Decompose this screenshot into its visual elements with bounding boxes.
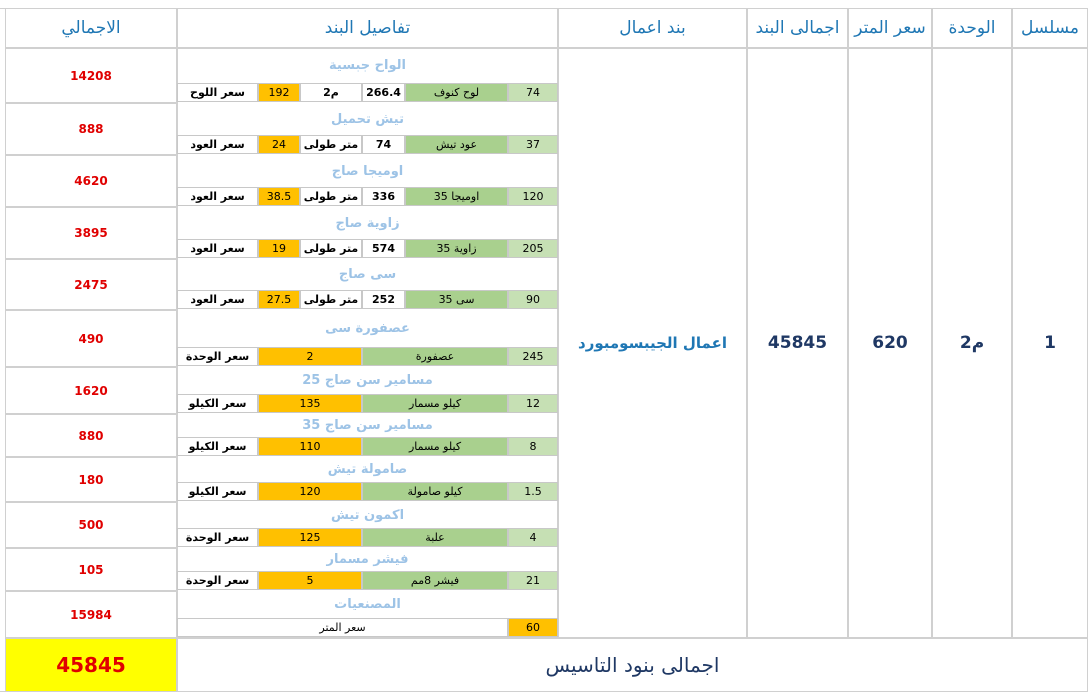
item-cell: 27.5 [258,290,300,309]
item-title: فيشر مسمار [326,552,409,567]
item-total: 888 [5,103,177,155]
item-total: 1620 [5,367,177,414]
item-cell: 8 [508,437,558,456]
item-total: 15984 [5,591,177,638]
item-cell: 5 [258,571,362,590]
item-cell: 1.5 [508,482,558,501]
main-cell: 45845 [747,48,848,638]
item-cell: سعر الكيلو [177,437,258,456]
item-cell: 245 [508,347,558,366]
item-cell: 192 [258,83,300,102]
item-cell: متر طولى [300,187,362,206]
details-frame [177,48,558,638]
item-cell: كيلو صامولة [362,482,508,501]
column-header: الاجمالي [5,8,177,48]
item-cell: كيلو مسمار [362,394,508,413]
item-cell: لوح كنوف [405,83,508,102]
item-cell: كيلو مسمار [362,437,508,456]
item-cell: متر طولى [300,290,362,309]
item-cell: 266.4 [362,83,405,102]
item-total: 105 [5,548,177,591]
main-cell: 620 [848,48,932,638]
footer-total: 45845 [5,638,177,692]
main-cell: 1 [1012,48,1088,638]
item-cell: 120 [508,187,558,206]
item-title: تيش تحميل [331,111,404,127]
item-cell: سعر الكيلو [177,394,258,413]
item-cell: سعر العود [177,187,258,206]
item-cell: 37 [508,135,558,154]
item-cell: 38.5 [258,187,300,206]
item-cell: 2 [258,347,362,366]
item-cell: سعر العود [177,239,258,258]
item-cell: 135 [258,394,362,413]
item-cell: 90 [508,290,558,309]
item-total: 880 [5,414,177,457]
item-cell: 12 [508,394,558,413]
main-cell: اعمال الجيبسومبورد [558,48,747,638]
item-cell: م2 [300,83,362,102]
item-cell: سعر الوحدة [177,571,258,590]
item-cell: 120 [258,482,362,501]
item-cell: سعر العود [177,290,258,309]
column-header: الوحدة [932,8,1012,48]
item-cell: 4 [508,528,558,547]
item-title: سى صاج [338,267,397,282]
item-cell: سعر الوحدة [177,528,258,547]
item-cell: 125 [258,528,362,547]
item-cell: سعر الكيلو [177,482,258,501]
column-header: بند اعمال [558,8,747,48]
item-cell: اوميجا 35 [405,187,508,206]
item-cell: 24 [258,135,300,154]
column-header: اجمالى البند [747,8,848,48]
main-cell: م2 [932,48,1012,638]
item-total: 4620 [5,155,177,207]
item-title: مسامير سن صاج 35 [302,418,433,433]
column-header: مسلسل [1012,8,1088,48]
item-cell: سعر اللوح [177,83,258,102]
item-title: صامولة تيش [327,462,408,477]
item-title: عصفورة سى [325,321,410,336]
item-cell: فيشر 8مم [362,571,508,590]
item-total: 2475 [5,259,177,310]
item-cell: 574 [362,239,405,258]
item-total: 490 [5,310,177,367]
item-cell: متر طولى [300,239,362,258]
item-cell: 60 [508,618,558,637]
item-cell: سى 35 [405,290,508,309]
item-total: 3895 [5,207,177,259]
item-title: مسامير سن صاج 25 [302,373,433,388]
item-cell: 74 [362,135,405,154]
item-cell: 336 [362,187,405,206]
item-cell: 252 [362,290,405,309]
item-cell: 21 [508,571,558,590]
item-cell: علبة [362,528,508,547]
item-title: الواح جبسية [329,58,406,73]
column-header: تفاصيل البند [177,8,558,48]
item-title: اوميجا صاج [331,163,404,179]
item-cell: عود تيش [405,135,508,154]
item-cell: متر طولى [300,135,362,154]
item-title: اكمون تيش [330,507,405,523]
footer-label: اجمالى بنود التاسيس [177,638,1088,692]
item-cell: سعر العود [177,135,258,154]
item-cell: 74 [508,83,558,102]
item-cell: زاوية 35 [405,239,508,258]
item-total: 14208 [5,48,177,103]
item-title: المصنعيات [334,597,401,612]
item-cell: 205 [508,239,558,258]
item-cell: 19 [258,239,300,258]
item-title: زاوية صاج [335,215,400,231]
item-total: 180 [5,457,177,502]
item-cell: سعر المتر [177,618,508,637]
item-cell: 110 [258,437,362,456]
item-total: 500 [5,502,177,548]
item-cell: عصفورة [362,347,508,366]
column-header: سعر المتر [848,8,932,48]
item-cell: سعر الوحدة [177,347,258,366]
